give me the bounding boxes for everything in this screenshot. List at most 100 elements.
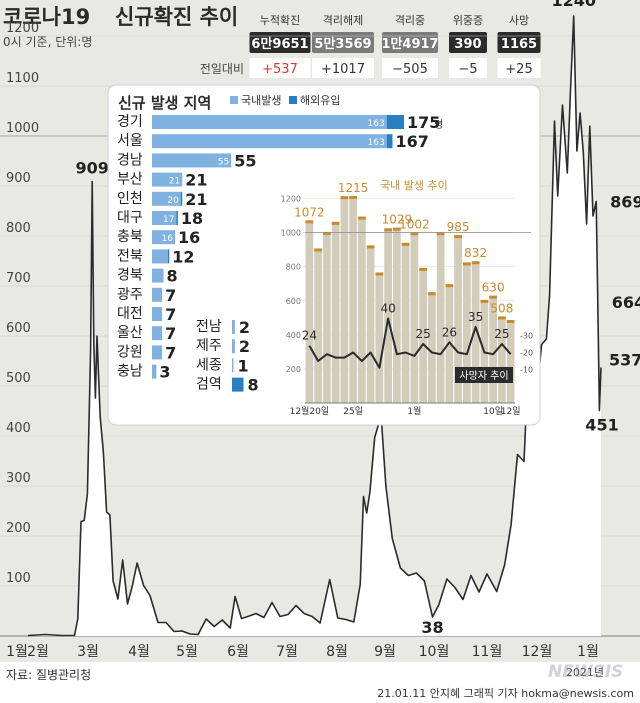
domestic-trend-bar-top [375, 272, 384, 276]
domestic-trend-bar [314, 248, 322, 403]
newsis-logo: NEWSIS [548, 662, 623, 682]
domestic-value-label: 17 [163, 215, 174, 225]
domestic-bar [152, 364, 157, 379]
stat-value-box [249, 32, 311, 53]
region-total-label: 167 [395, 132, 428, 151]
region-total-label: 18 [181, 209, 203, 228]
stat-value: 6만9651 [251, 36, 308, 52]
domestic-trend-bar [366, 245, 375, 403]
domestic-trend-label: 832 [464, 246, 487, 260]
overseas-bar [176, 211, 178, 225]
domestic-trend-bar-top [506, 320, 515, 324]
y-tick-label: 400 [6, 421, 31, 436]
domestic-trend-bar-top [305, 220, 314, 224]
y-tick-label: 1200 [6, 21, 39, 36]
y-tick-label: 600 [6, 321, 31, 336]
domestic-trend-bar-top [349, 195, 357, 199]
page-title: 신규확진 추이 [115, 5, 238, 29]
stat-value: 1165 [501, 37, 537, 52]
main-chart-line [27, 15, 602, 637]
death-trend-chart: -10 -20 -30 24 40 25 26 35 25 사망자 추이 [302, 302, 533, 383]
domestic-trend-bar-top [340, 196, 349, 200]
region-label: 충북 [117, 229, 143, 245]
domestic-bar [152, 345, 163, 360]
domestic-trend-bar-top [401, 242, 410, 246]
stat-value: 1만4917 [381, 36, 438, 52]
domestic-trend-label: 1215 [338, 181, 369, 195]
region-label: 광주 [117, 287, 143, 303]
main-annotation-label: 869 [610, 193, 640, 212]
domestic-trend-bar-top [358, 216, 366, 220]
domestic-bar [152, 172, 183, 187]
domestic-trend-bar-top [419, 267, 427, 271]
domestic-trend-bar [331, 221, 340, 403]
domestic-trend-bar-top [489, 295, 497, 299]
region-total-label: 21 [185, 171, 207, 190]
region-total-label: 8 [167, 267, 178, 286]
y-tick-label: 100 [6, 571, 31, 586]
death-trend-label: 40 [380, 302, 395, 316]
region-total-label: 7 [165, 286, 176, 305]
stat-label: 사망 [509, 14, 529, 27]
region-label: 인천 [117, 191, 143, 207]
region-total-label: 55 [234, 151, 256, 170]
death-y-tick: -20 [520, 349, 533, 358]
region-label: 울산 [117, 325, 143, 341]
domestic-trend-bar [305, 220, 314, 403]
domestic-trend-bar [428, 292, 436, 403]
domestic-trend-bar [506, 320, 515, 403]
region-label: 경북 [117, 268, 143, 284]
trend-y-tick: 1000 [281, 229, 301, 238]
domestic-trend-bar-top [384, 228, 392, 232]
stat-delta: −5 [458, 62, 477, 77]
domestic-trend-bar-top [410, 232, 419, 236]
stat-label: 격리해제 [323, 13, 363, 27]
region-total-label: 7 [165, 324, 176, 343]
x-tick-label: 2월 [27, 644, 49, 660]
region-label: 경남 [117, 152, 143, 168]
stat-value: 390 [454, 37, 481, 52]
domestic-bar [152, 307, 163, 321]
legend-domestic-swatch [230, 96, 238, 104]
x-tick-label: 4월 [128, 644, 150, 660]
overseas-bar [167, 249, 170, 264]
domestic-bar [152, 134, 387, 149]
domestic-bar [152, 230, 176, 245]
region-total-label: 175 [407, 113, 440, 132]
x-tick-label: 1월 [6, 644, 28, 660]
trend-x-tick: 25일 [343, 406, 363, 417]
domestic-trend-label: 1029 [382, 213, 413, 227]
domestic-bar [152, 153, 232, 168]
domestic-trend-bar [323, 231, 331, 403]
domestic-trend-bar [393, 227, 401, 403]
stat-delta-box [449, 58, 487, 78]
unit-label: 명 [434, 119, 443, 131]
legend-overseas-label: 해외유입 [300, 93, 340, 107]
y-tick-label: 700 [6, 271, 31, 286]
death-y-tick: -10 [520, 366, 533, 375]
domestic-trend-bar [463, 262, 471, 403]
trend-y-tick: 800 [286, 263, 301, 272]
trend-x-tick: 12일 [501, 406, 521, 417]
domestic-trend-bar-top [331, 221, 340, 225]
domestic-trend-label: 985 [447, 220, 470, 234]
domestic-trend-bar-top [323, 231, 331, 235]
main-annotation-label: 38 [421, 618, 443, 637]
domestic-value-label: 20 [167, 196, 179, 206]
stat-value-box [449, 32, 487, 53]
stat-label: 위중증 [453, 14, 483, 27]
x-tick-label: 5월 [176, 644, 198, 660]
region-total-label: 7 [165, 343, 176, 362]
y-tick-label: 200 [6, 521, 31, 536]
x-tick-label: 3월 [77, 644, 99, 660]
region-total-label: 7 [165, 305, 176, 324]
y-tick-label: 1100 [6, 71, 39, 86]
region-label: 경기 [117, 114, 143, 130]
domestic-trend-bar [471, 261, 480, 403]
death-trend-title: 사망자 추이 [459, 370, 508, 382]
footer-bar [0, 662, 640, 703]
region-label: 검역 [196, 377, 222, 393]
domestic-bar [232, 320, 235, 334]
